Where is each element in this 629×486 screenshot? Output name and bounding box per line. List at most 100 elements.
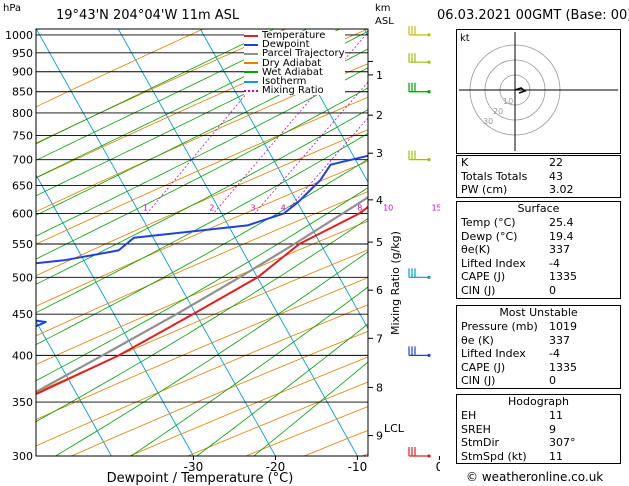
- index-label: Dewp (°C): [461, 229, 518, 243]
- mixing-ratio-axis-label: Mixing Ratio (g/kg): [389, 231, 402, 335]
- legend-label: Dewpoint: [262, 39, 310, 51]
- legend-item: Temperature: [244, 30, 345, 41]
- wet-adiabat-line: [36, 48, 368, 216]
- pressure-tick-label: 550: [12, 238, 33, 251]
- wind-barb: [408, 53, 431, 64]
- index-row: StmDir 307°: [457, 436, 620, 450]
- dry-adiabat-line: [36, 277, 368, 421]
- k-index-label: K: [461, 156, 469, 169]
- mixing-ratio-line: [360, 205, 368, 214]
- legend-label: Dry Adiabat: [262, 57, 322, 69]
- index-value: 19.4: [549, 229, 574, 243]
- wet-adiabat-line: [130, 286, 368, 456]
- wind-barb: [408, 447, 431, 458]
- index-value: 1019: [549, 320, 577, 333]
- pressure-tick-label: 650: [12, 180, 33, 193]
- datetime-title: 06.03.2021 00GMT (Base: 00): [437, 8, 629, 23]
- index-value: 337: [549, 243, 570, 257]
- index-label: CAPE (J): [461, 360, 506, 374]
- legend-swatch: [244, 71, 258, 74]
- pressure-tick-label: 700: [12, 154, 33, 167]
- km-tick-label: 4: [376, 194, 383, 207]
- wind-barb-dot: [427, 60, 431, 64]
- hodograph-ring-label: 30: [483, 117, 493, 126]
- legend: Temperature Dewpoint Parcel Trajectory Dry …: [244, 30, 345, 97]
- mixing-ratio-line: [387, 28, 440, 214]
- wet-adiabat-line: [36, 87, 368, 260]
- index-value: 0: [549, 283, 556, 297]
- index-row: Lifted Index -4: [457, 347, 620, 361]
- index-value: 25.4: [549, 216, 574, 229]
- legend-item: Dry Adiabat: [244, 57, 345, 69]
- legend-swatch: [244, 52, 258, 55]
- legend-item: Mixing Ratio: [244, 85, 345, 97]
- index-row: Dewp (°C) 19.4: [457, 230, 620, 244]
- index-label: Temp (°C): [461, 216, 516, 229]
- km-tick-label: 1: [376, 69, 383, 82]
- index-label: θe(K): [461, 243, 491, 257]
- location-title: 19°43'N 204°04'W 11m ASL: [56, 8, 240, 23]
- dry-adiabat-line: [36, 129, 368, 277]
- isotherm-line: [117, 29, 358, 456]
- hodograph-panel: kt 10 20 30: [456, 29, 621, 154]
- index-label: CIN (J): [461, 283, 496, 297]
- lcl-label: LCL: [384, 422, 405, 435]
- index-label: Pressure (mb): [461, 320, 538, 333]
- mixing-ratio-label: 2: [209, 204, 214, 213]
- wind-barb: [408, 150, 431, 162]
- mixing-ratio-label: 4: [281, 204, 286, 213]
- x-tick-label: -30: [184, 460, 204, 474]
- pressure-tick-label: 950: [12, 47, 33, 60]
- legend-item: Parcel Trajectory: [244, 48, 345, 60]
- legend-label: Wet Adiabat: [262, 66, 323, 78]
- legend-label: Mixing Ratio: [262, 85, 324, 97]
- index-row: EH 11: [457, 409, 620, 423]
- legend-label: Parcel Trajectory: [262, 48, 345, 60]
- surface-title: Surface: [517, 202, 560, 215]
- index-value: 9: [549, 422, 556, 436]
- dry-adiabat-line: [70, 330, 368, 456]
- legend-swatch: [244, 34, 258, 37]
- mixing-ratio-label: 1: [143, 204, 148, 213]
- hodograph-ring-label: 20: [493, 107, 503, 116]
- isotherm-line: [36, 320, 112, 456]
- pressure-tick-label: 800: [12, 107, 33, 120]
- index-value: 1335: [549, 360, 577, 374]
- wet-adiabat-line: [36, 132, 368, 314]
- pressure-tick-label: 300: [12, 450, 33, 463]
- k-index-value: 22: [549, 156, 563, 169]
- km-tick-label: 8: [376, 381, 383, 394]
- dewpoint-line: [36, 154, 368, 328]
- mixing-ratio-line: [436, 28, 441, 214]
- pressure-tick-label: 850: [12, 86, 33, 99]
- index-row: StmSpd (kt) 11: [457, 450, 620, 464]
- pressure-tick-label: 350: [12, 396, 33, 409]
- legend-item: Dewpoint: [244, 39, 345, 51]
- dry-adiabat-line: [405, 28, 440, 462]
- indices-panel: K 22 Totals Totals 43 PW (cm) 3.02: [456, 155, 621, 198]
- index-row: θe (K) 337: [457, 334, 620, 348]
- wind-barb: [408, 346, 431, 357]
- index-label: EH: [461, 409, 477, 422]
- totals-totals-label: Totals Totals: [461, 169, 528, 183]
- km-tick-label: 9: [376, 430, 383, 443]
- legend-swatch: [244, 80, 258, 83]
- pressure-tick-label: 1000: [5, 29, 33, 42]
- index-value: -4: [549, 347, 560, 361]
- dry-adiabat-line: [36, 249, 368, 393]
- wet-adiabat-line: [55, 251, 368, 456]
- pw-value: 3.02: [549, 183, 574, 197]
- pressure-tick-label: 500: [12, 271, 33, 284]
- legend-swatch: [244, 89, 258, 92]
- wind-barb: [408, 25, 431, 37]
- most-unstable-panel: Most Unstable Pressure (mb) 1019 θe (K) 337…: [456, 305, 621, 389]
- wind-barb-dot: [427, 275, 431, 279]
- index-row: CAPE (J) 1335: [457, 270, 620, 284]
- index-value: 307°: [549, 436, 576, 450]
- dry-adiabat-line: [36, 220, 368, 365]
- isotherm-line: [281, 29, 368, 183]
- index-value: 337: [549, 333, 570, 347]
- wind-barb: [408, 82, 431, 94]
- index-row: Temp (°C) 25.4: [457, 216, 620, 230]
